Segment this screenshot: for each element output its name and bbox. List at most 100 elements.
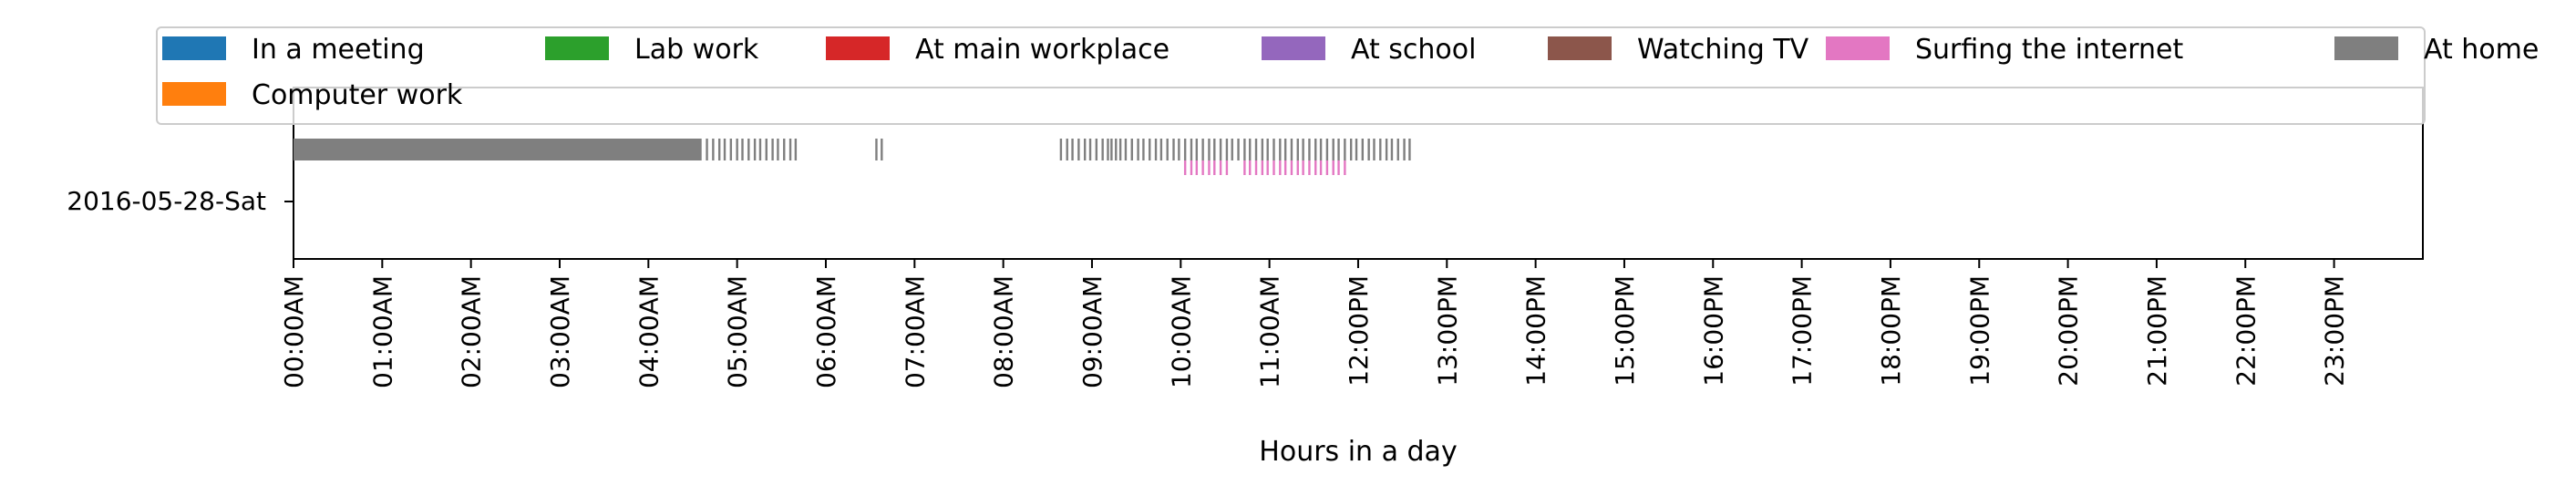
x-tick-label: 00:00AM: [279, 275, 309, 388]
legend-label: Computer work: [252, 79, 463, 111]
activity-tick: [1219, 160, 1222, 175]
activity-tick: [1201, 139, 1204, 160]
activity-tick: [1279, 139, 1282, 160]
x-tick-label: 07:00AM: [900, 275, 930, 388]
activity-tick: [1159, 139, 1163, 160]
activity-tick: [1110, 139, 1113, 160]
activity-tick: [1137, 139, 1139, 160]
activity-tick: [729, 139, 733, 160]
activity-tick: [1261, 160, 1264, 175]
legend-entry: Lab work: [545, 34, 759, 66]
x-tick-label: 04:00AM: [634, 275, 664, 388]
activity-tick: [1266, 160, 1269, 175]
x-tick-label: 19:00PM: [1964, 275, 1994, 387]
activity-tick: [1302, 160, 1304, 175]
activity-tick: [1254, 160, 1258, 175]
legend-swatch: [162, 82, 226, 106]
x-tick-label: 22:00PM: [2231, 275, 2261, 387]
activity-tick: [1249, 139, 1252, 160]
x-tick-label: 01:00AM: [367, 275, 397, 388]
activity-tick: [1296, 139, 1299, 160]
activity-tick: [1237, 139, 1240, 160]
series-layer: [294, 139, 1411, 175]
activity-tick: [1367, 139, 1370, 160]
x-tick-label: 23:00PM: [2320, 275, 2350, 387]
activity-tick: [723, 139, 726, 160]
activity-tick: [1385, 139, 1388, 160]
legend-swatch: [2334, 36, 2398, 60]
x-tick-label: 13:00PM: [1432, 275, 1462, 387]
series-surfing-the-internet: [1183, 160, 1346, 175]
activity-tick: [1083, 139, 1087, 160]
x-axis-label: Hours in a day: [1259, 436, 1457, 468]
activity-tick: [875, 139, 878, 160]
x-tick-label: 21:00PM: [2142, 275, 2172, 387]
x-tick-label: 14:00PM: [1521, 275, 1551, 387]
activity-tick: [1149, 139, 1151, 160]
activity-tick: [1243, 139, 1246, 160]
activity-tick: [1178, 139, 1180, 160]
activity-tick: [1142, 139, 1145, 160]
activity-tick: [1195, 160, 1199, 175]
legend-label: Watching TV: [1637, 34, 1809, 66]
legend-label: Surfing the internet: [1915, 34, 2183, 66]
activity-tick: [1059, 139, 1063, 160]
activity-tick: [794, 139, 798, 160]
y-axis: 2016-05-28-Sat: [67, 186, 294, 216]
legend-entry: Surfing the internet: [1826, 34, 2183, 66]
activity-tick: [1355, 139, 1358, 160]
activity-tick: [1390, 139, 1394, 160]
activity-tick: [1319, 160, 1323, 175]
activity-tick: [1325, 160, 1329, 175]
x-tick-label: 08:00AM: [989, 275, 1019, 388]
activity-tick: [1208, 139, 1211, 160]
activity-tick: [1290, 139, 1293, 160]
activity-tick: [1273, 160, 1275, 175]
activity-tick: [1077, 139, 1080, 160]
legend-entry: In a meeting: [162, 34, 425, 66]
x-tick-label: 18:00PM: [1876, 275, 1906, 387]
activity-tick: [712, 139, 715, 160]
activity-tick: [1337, 139, 1340, 160]
activity-tick: [1190, 139, 1193, 160]
x-tick-label: 03:00AM: [545, 275, 575, 388]
activity-tick: [1249, 160, 1252, 175]
activity-tick: [1213, 160, 1216, 175]
legend-label: At home: [2424, 34, 2539, 66]
activity-tick: [777, 139, 779, 160]
activity-tick: [1225, 139, 1229, 160]
x-tick-label: 05:00AM: [723, 275, 753, 388]
activity-tick: [1243, 160, 1246, 175]
activity-tick: [1166, 139, 1169, 160]
activity-tick: [753, 139, 757, 160]
activity-tick: [1283, 139, 1287, 160]
activity-tick: [1396, 139, 1399, 160]
activity-tick: [1183, 139, 1187, 160]
series-at-home: [294, 139, 1411, 160]
activity-tick: [1071, 139, 1074, 160]
activity-tick: [741, 139, 744, 160]
activity-tick: [1379, 139, 1382, 160]
activity-tick: [1095, 139, 1098, 160]
activity-tick: [1373, 139, 1376, 160]
activity-tick: [758, 139, 762, 160]
legend-swatch: [545, 36, 609, 60]
activity-tick: [1337, 160, 1340, 175]
activity-tick: [1403, 139, 1406, 160]
activity-tick: [1361, 139, 1365, 160]
activity-tick: [1273, 139, 1275, 160]
activity-tick: [788, 139, 792, 160]
x-tick-label: 17:00PM: [1788, 275, 1818, 387]
activity-tick: [1107, 139, 1109, 160]
activity-tick: [1266, 139, 1269, 160]
activity-tick: [1213, 139, 1216, 160]
activity-tick: [1332, 160, 1334, 175]
legend-swatch: [826, 36, 890, 60]
x-tick-label: 02:00AM: [457, 275, 487, 388]
activity-tick: [1283, 160, 1287, 175]
x-tick-label: 20:00PM: [2054, 275, 2084, 387]
activity-tick: [736, 139, 738, 160]
legend-entry: Computer work: [162, 79, 463, 111]
x-tick-label: 16:00PM: [1698, 275, 1728, 387]
